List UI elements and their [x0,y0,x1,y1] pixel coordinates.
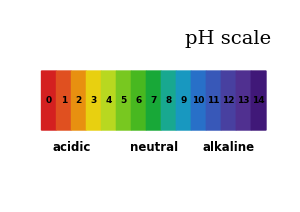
Text: 14: 14 [252,96,265,105]
Text: 6: 6 [136,96,142,105]
FancyBboxPatch shape [146,70,162,131]
Text: 2: 2 [76,96,82,105]
Text: 4: 4 [106,96,112,105]
Text: 8: 8 [166,96,172,105]
Text: pH scale: pH scale [185,30,271,48]
Text: 13: 13 [237,96,250,105]
Text: 3: 3 [91,96,97,105]
Text: alkaline: alkaline [202,141,255,154]
FancyBboxPatch shape [176,70,192,131]
FancyBboxPatch shape [190,70,207,131]
Text: 11: 11 [207,96,220,105]
Text: 10: 10 [193,96,205,105]
Text: 1: 1 [61,96,67,105]
FancyBboxPatch shape [250,70,267,131]
Text: neutral: neutral [130,141,178,154]
Text: 12: 12 [222,96,235,105]
FancyBboxPatch shape [131,70,147,131]
Text: 9: 9 [181,96,187,105]
FancyBboxPatch shape [86,70,102,131]
FancyBboxPatch shape [116,70,132,131]
FancyBboxPatch shape [206,70,222,131]
FancyBboxPatch shape [101,70,117,131]
Text: 5: 5 [121,96,127,105]
Text: 7: 7 [151,96,157,105]
FancyBboxPatch shape [71,70,87,131]
FancyBboxPatch shape [56,70,72,131]
FancyBboxPatch shape [161,70,177,131]
FancyBboxPatch shape [236,70,252,131]
Text: acidic: acidic [52,141,91,154]
FancyBboxPatch shape [220,70,237,131]
Text: 0: 0 [46,96,52,105]
FancyBboxPatch shape [41,70,57,131]
